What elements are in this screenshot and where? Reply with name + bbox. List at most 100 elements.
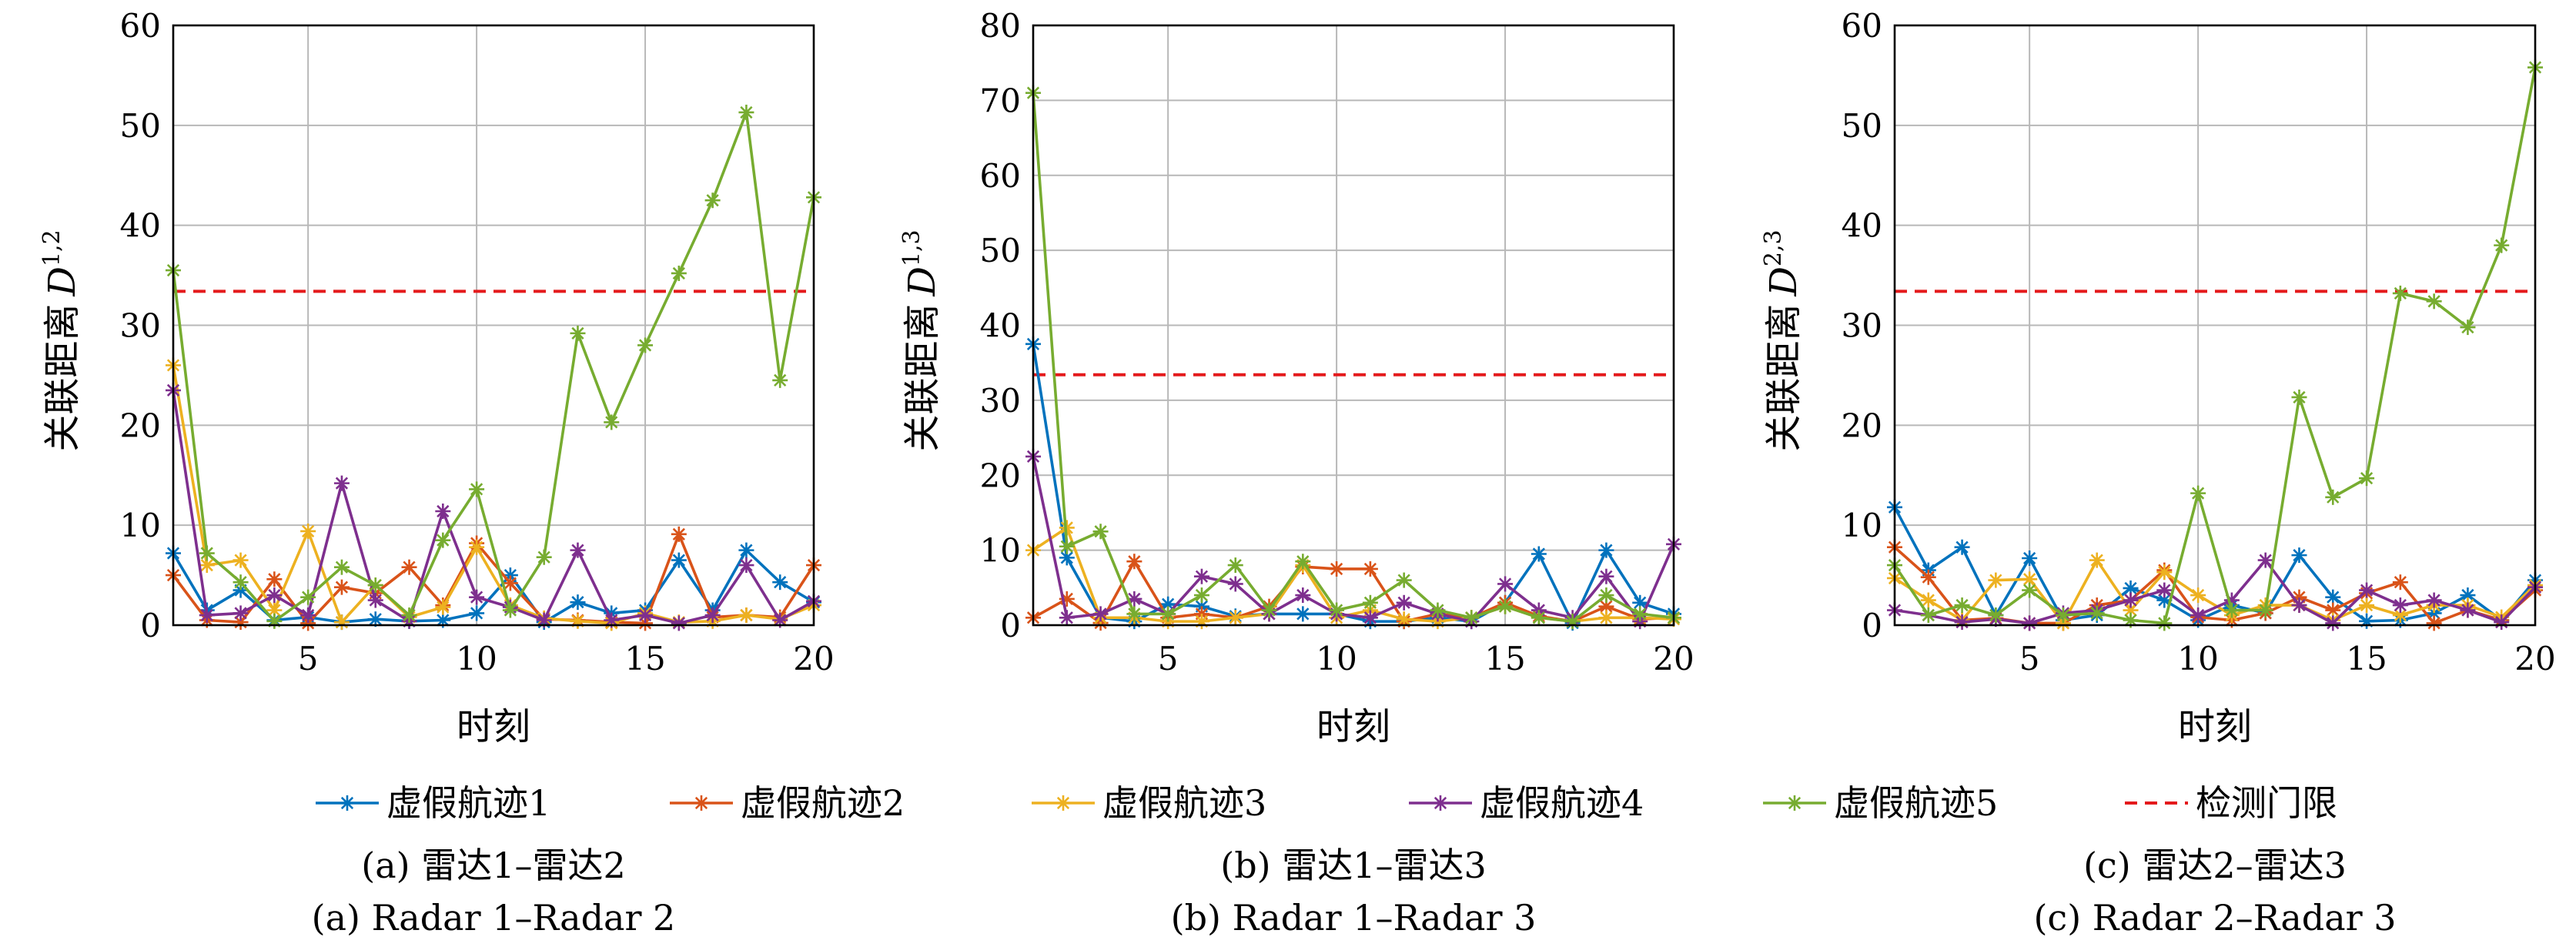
legend-label: 虚假航迹1	[386, 782, 550, 824]
y-axis-superscript: 1,3	[898, 229, 925, 266]
data-point	[469, 605, 485, 621]
data-point	[637, 337, 654, 353]
data-point	[2494, 614, 2510, 631]
data-point	[1329, 561, 1345, 577]
data-point	[2325, 589, 2341, 605]
y-axis-title: 关联距离 D1,2	[38, 229, 84, 451]
data-point	[2291, 597, 2307, 614]
data-point	[2392, 607, 2408, 624]
legend-marker	[1787, 795, 1802, 811]
legend-marker	[1433, 795, 1448, 811]
data-point	[2460, 602, 2476, 618]
data-point	[1059, 610, 1075, 626]
y-tick-label: 50	[120, 107, 161, 145]
legend-item-1: 虚假航迹1	[316, 782, 550, 824]
data-point	[300, 523, 316, 539]
data-point	[1598, 542, 1614, 558]
caption-en: (b) Radar 1–Radar 3	[1171, 897, 1537, 939]
series-1	[1887, 499, 2543, 629]
data-point	[333, 579, 350, 595]
data-point	[435, 532, 451, 548]
chart-panel-b: 0 10 20 30 40 50 60 70 80 5 10 15 20 时刻 关联距离 D1,3 (b) 雷达…	[898, 7, 1694, 939]
y-tick-label: 40	[1842, 207, 1882, 245]
data-point	[2325, 489, 2341, 505]
data-point	[1227, 576, 1243, 592]
data-point	[738, 607, 754, 624]
y-tick-label: 20	[120, 407, 161, 444]
data-point	[1329, 602, 1345, 618]
series-line	[1032, 92, 1674, 623]
data-point	[2359, 613, 2375, 629]
data-point	[1126, 606, 1142, 622]
data-point	[367, 611, 383, 627]
data-point	[469, 539, 485, 555]
data-point	[1126, 554, 1142, 570]
y-axis-superscript: 1,2	[38, 229, 65, 266]
data-point	[1988, 572, 2004, 588]
legend-item-4: 虚假航迹4	[1409, 782, 1644, 824]
series-4	[166, 382, 821, 631]
x-tick-label: 15	[2346, 640, 2387, 678]
data-point	[2190, 587, 2206, 604]
data-point	[401, 607, 417, 624]
x-tick-label: 10	[456, 640, 497, 678]
series-line	[172, 533, 815, 625]
x-axis-title: 时刻	[457, 705, 530, 748]
data-point	[2359, 470, 2375, 487]
data-point	[2359, 582, 2375, 598]
data-point	[704, 607, 721, 624]
data-point	[570, 542, 586, 558]
series-line	[1032, 343, 1674, 624]
chart-panel-a: 0 10 20 30 40 50 60 5 10 15 20 时刻 关联距离 D1,2 (a) 雷达1–雷达…	[38, 7, 835, 939]
legend-label: 检测门限	[2196, 782, 2337, 824]
data-point	[435, 503, 451, 519]
data-point	[1430, 602, 1446, 618]
data-point	[1059, 538, 1075, 554]
y-axis-symbol: D	[901, 266, 944, 296]
data-point	[2257, 602, 2273, 618]
data-point	[2325, 615, 2341, 631]
y-axis-title: 关联距离 D1,3	[898, 229, 944, 451]
legend-label: 虚假航迹5	[1834, 782, 1998, 824]
data-point	[469, 589, 485, 605]
data-point	[1564, 614, 1581, 630]
y-axis-symbol: D	[41, 266, 84, 296]
series-line	[172, 111, 815, 623]
data-point	[2426, 293, 2442, 310]
data-point	[1295, 587, 1311, 604]
caption-en: (c) Radar 2–Radar 3	[2033, 897, 2396, 939]
y-tick-label: 20	[1842, 407, 1882, 444]
data-point	[2392, 285, 2408, 301]
data-point	[199, 545, 215, 561]
x-tick-label: 20	[2514, 640, 2555, 678]
data-point	[1497, 598, 1514, 614]
legend: 虚假航迹1 虚假航迹2 虚假航迹3 虚假航迹4 虚假航迹5 检测门限	[316, 782, 2337, 824]
data-point	[1261, 602, 1277, 618]
data-point	[266, 602, 283, 618]
caption-cn: (a) 雷达1–雷达2	[361, 845, 625, 886]
y-tick-label: 0	[140, 607, 161, 644]
y-tick-label: 70	[980, 82, 1021, 119]
legend-item-2: 虚假航迹2	[670, 782, 905, 824]
data-point	[570, 594, 586, 611]
data-point	[1396, 594, 1412, 611]
legend-item-6: 检测门限	[2125, 782, 2337, 824]
data-point	[2426, 592, 2442, 608]
x-tick-label: 5	[2019, 640, 2040, 678]
data-point	[333, 475, 350, 491]
data-point	[1092, 606, 1109, 622]
data-point	[1988, 607, 2004, 624]
y-tick-label: 50	[1842, 107, 1882, 145]
legend-marker	[694, 795, 709, 811]
data-point	[2190, 607, 2206, 624]
data-point	[2156, 564, 2173, 581]
legend-marker	[1055, 795, 1071, 811]
data-point	[1092, 524, 1109, 540]
data-point	[2022, 550, 2038, 567]
chart-panel-c: 0 10 20 30 40 50 60 5 10 15 20 时刻 关联距离 D2,3 (c) 雷达2–雷达…	[1760, 7, 2556, 939]
data-point	[1632, 606, 1648, 622]
y-tick-label: 0	[1862, 607, 1882, 644]
x-tick-label: 20	[1653, 640, 1694, 678]
caption-en: (a) Radar 1–Radar 2	[312, 897, 676, 939]
